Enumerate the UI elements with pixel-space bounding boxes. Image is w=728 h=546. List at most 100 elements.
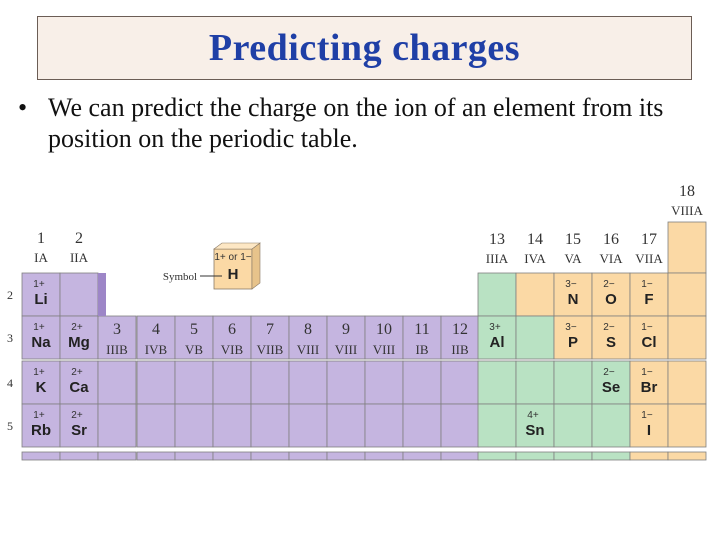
- element-cell: [591, 403, 631, 448]
- element-charge: 4+: [527, 410, 539, 421]
- element-cell: [364, 360, 404, 405]
- element-cell: [477, 360, 517, 405]
- element-cell: [667, 315, 707, 360]
- group-roman: VIA: [599, 251, 623, 266]
- element-cell: [515, 360, 555, 405]
- element-charge: 1−: [641, 410, 653, 421]
- group-number: 18: [679, 183, 695, 200]
- period-number: 2: [7, 288, 13, 302]
- group-number: 13: [489, 231, 505, 248]
- group-roman: IVA: [524, 251, 546, 266]
- element-charge: 1+: [33, 279, 45, 290]
- group-roman: IIIA: [486, 251, 509, 266]
- group-roman: IIIB: [106, 342, 128, 357]
- element-symbol: Ca: [69, 379, 89, 396]
- element-cell: [591, 360, 631, 405]
- group-number: 7: [266, 321, 274, 338]
- element-cell: [174, 451, 214, 461]
- element-cell: [553, 451, 593, 461]
- group-roman: VIII: [373, 342, 395, 357]
- element-cell: [174, 315, 214, 360]
- element-cell: [402, 315, 442, 360]
- element-symbol: N: [568, 291, 579, 308]
- element-cell: [212, 403, 252, 448]
- element-cell: [250, 451, 290, 461]
- element-symbol: S: [606, 334, 616, 351]
- element-charge: 3−: [565, 279, 577, 290]
- group-number: 9: [342, 321, 350, 338]
- group-number: 1: [37, 230, 45, 247]
- element-charge: 1−: [641, 279, 653, 290]
- element-symbol: Cl: [642, 334, 657, 351]
- element-cell: [326, 451, 366, 461]
- element-charge: 1−: [641, 367, 653, 378]
- element-cell: [288, 451, 328, 461]
- element-cell: [477, 315, 517, 360]
- element-cell: [136, 360, 176, 405]
- group-roman: IIB: [451, 342, 469, 357]
- group-number: 15: [565, 231, 581, 248]
- group-roman: VA: [564, 251, 582, 266]
- element-cell: [667, 403, 707, 448]
- element-cell: [591, 272, 631, 317]
- element-cell: [629, 315, 669, 360]
- element-cell: [59, 451, 99, 461]
- element-cell: [553, 315, 593, 360]
- group-number: 4: [152, 321, 160, 338]
- element-cell: [326, 315, 366, 360]
- element-charge: 3+: [489, 322, 501, 333]
- element-cell: [667, 221, 707, 274]
- element-cell: [667, 272, 707, 317]
- element-cell: [21, 315, 61, 360]
- element-cell: [402, 451, 442, 461]
- element-cell: [97, 451, 137, 461]
- element-symbol: Rb: [31, 422, 51, 439]
- element-charge: 2−: [603, 279, 615, 290]
- element-cell: [515, 403, 555, 448]
- legend-cell-top: [213, 242, 261, 250]
- element-cell: [515, 272, 555, 317]
- element-charge: 1+: [33, 322, 45, 333]
- element-cell: [212, 360, 252, 405]
- element-charge: 1+: [33, 410, 45, 421]
- element-cell: [515, 315, 555, 360]
- element-cell: [326, 360, 366, 405]
- bullet-text: We can predict the charge on the ion of …: [48, 93, 664, 153]
- element-symbol: K: [36, 379, 47, 396]
- element-cell: [591, 451, 631, 461]
- legend-symbol: H: [228, 266, 239, 283]
- element-cell: [174, 360, 214, 405]
- element-symbol: O: [605, 291, 617, 308]
- element-cell: [326, 403, 366, 448]
- element-symbol: Li: [34, 291, 47, 308]
- element-cell: [477, 403, 517, 448]
- element-cell: [402, 403, 442, 448]
- cell-shadow: [98, 273, 106, 316]
- title-box: Predicting charges: [37, 16, 692, 80]
- element-charge: 1+: [33, 367, 45, 378]
- element-cell: [477, 272, 517, 317]
- element-cell: [629, 451, 669, 461]
- element-cell: [667, 360, 707, 405]
- group-roman: VIIIA: [671, 203, 703, 218]
- element-cell: [21, 403, 61, 448]
- element-symbol: P: [568, 334, 578, 351]
- group-roman: VIIB: [257, 342, 284, 357]
- element-cell: [97, 360, 137, 405]
- element-cell: [629, 360, 669, 405]
- element-cell: [21, 272, 61, 317]
- group-roman: VB: [185, 342, 203, 357]
- element-cell: [402, 360, 442, 405]
- group-number: 17: [641, 231, 657, 248]
- element-cell: [174, 403, 214, 448]
- element-cell: [515, 451, 555, 461]
- group-number: 5: [190, 321, 198, 338]
- element-cell: [97, 315, 137, 360]
- element-cell: [136, 451, 176, 461]
- element-charge: 2+: [71, 367, 83, 378]
- element-cell: [212, 451, 252, 461]
- element-cell: [364, 403, 404, 448]
- element-cell: [364, 451, 404, 461]
- element-cell: [288, 403, 328, 448]
